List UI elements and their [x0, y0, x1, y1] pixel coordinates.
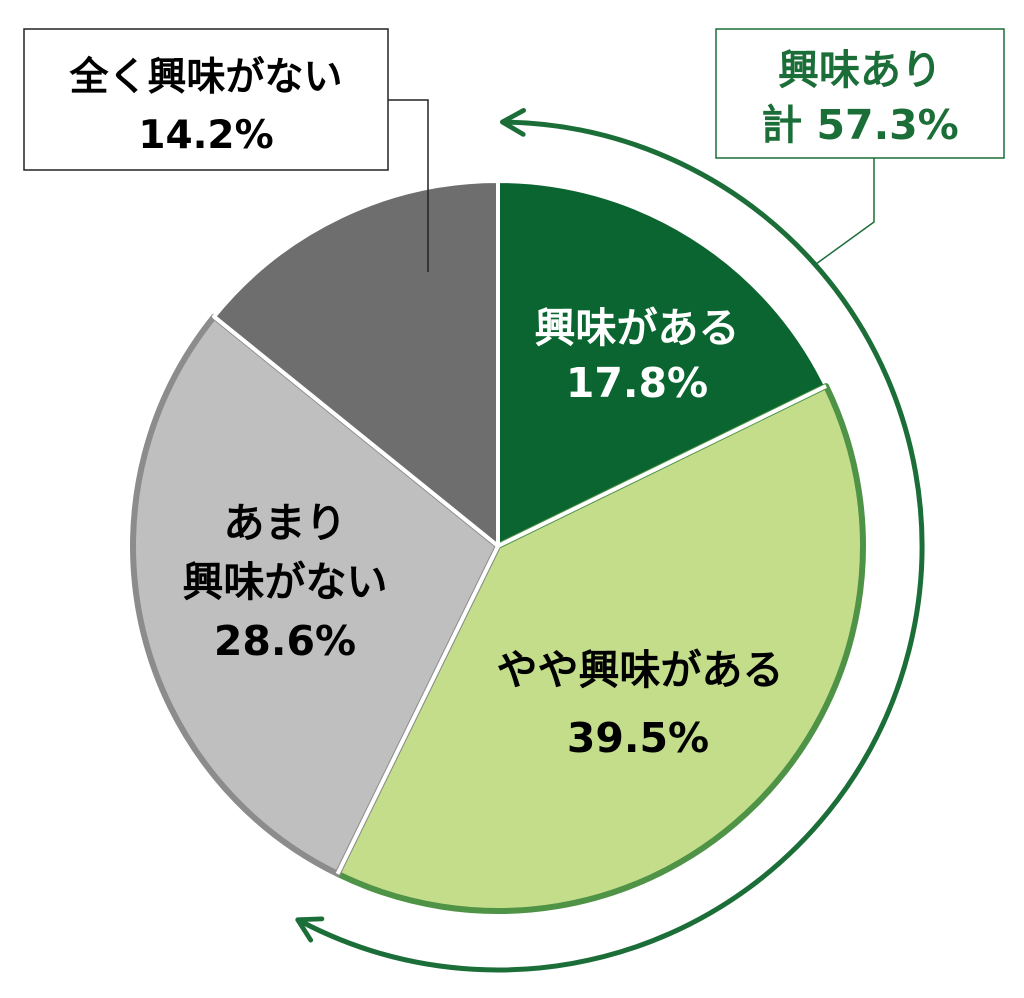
callout-value: 14.2%: [138, 113, 273, 158]
group-arc-arrow: [295, 108, 925, 973]
group-annotation-box: [715, 28, 1005, 159]
group-annotation-value: 計 57.3%: [761, 101, 959, 149]
slice-label-kyomi-ga-aru: 興味がある: [535, 304, 740, 352]
slice-label-amari-line1: あまり: [224, 499, 347, 547]
slice-value-yaya-kyomi-ga-aru: 39.5%: [567, 714, 709, 762]
slice-kyomi-ga-aru: [496, 179, 829, 548]
slice-separator: [497, 384, 827, 548]
slice-value-kyomi-ga-aru: 17.8%: [566, 359, 708, 407]
group-annotation-kyomi-ari: 興味あり 計 57.3%: [295, 28, 1005, 973]
group-annotation-label: 興味あり: [778, 46, 942, 94]
group-leader-line: [815, 158, 875, 265]
callout-label: 全く興味がない: [68, 55, 342, 100]
slice-label-amari-line2: 興味がない: [183, 558, 388, 606]
slice-label-yaya-kyomi-ga-aru: やや興味がある: [497, 646, 784, 694]
slice-value-amari: 28.6%: [214, 617, 356, 665]
